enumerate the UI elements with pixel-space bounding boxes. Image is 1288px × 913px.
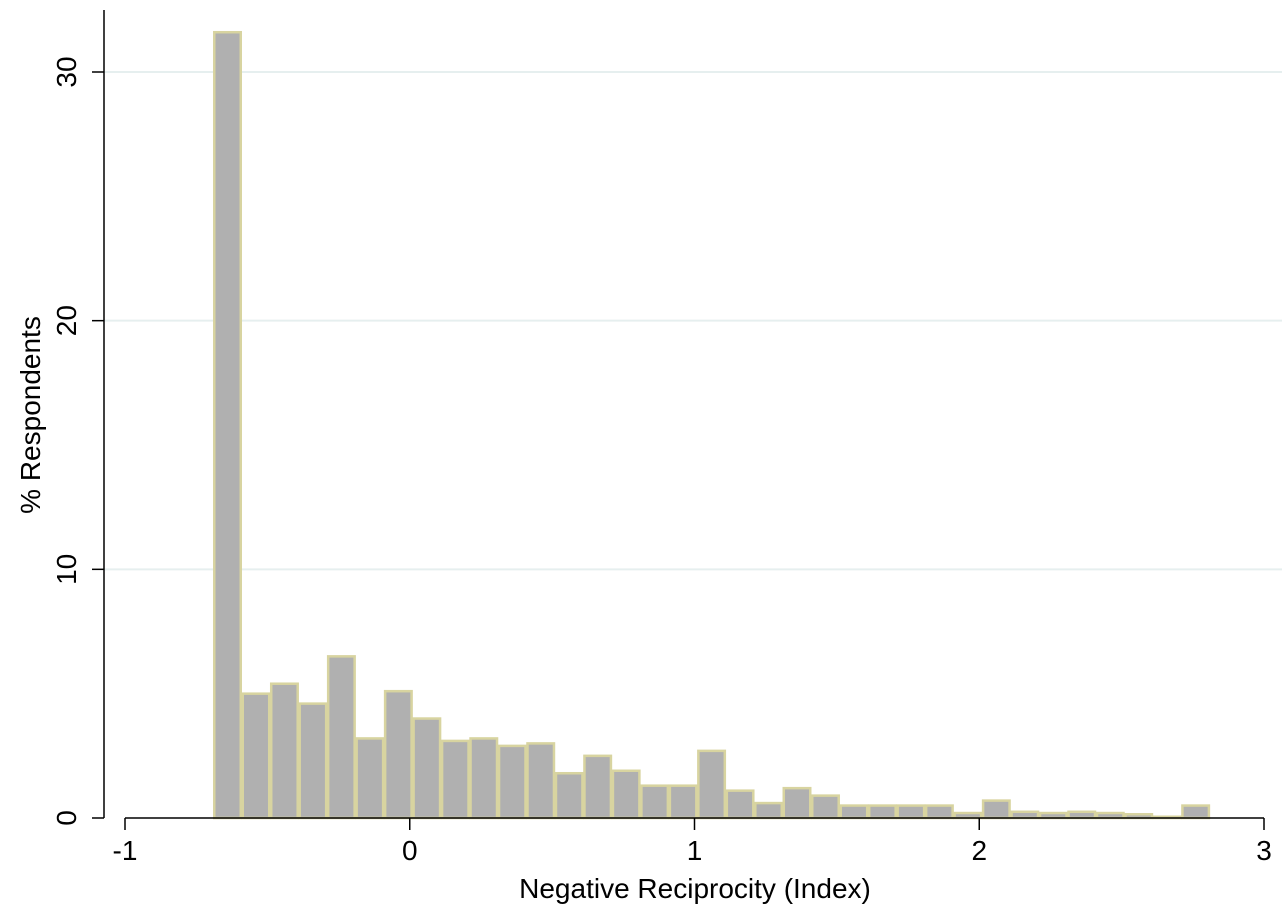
- gridlines: [104, 71, 1282, 571]
- histogram-bar: [1010, 810, 1040, 820]
- x-axis-title: Negative Reciprocity (Index): [519, 873, 871, 904]
- histogram-bar: [1067, 810, 1097, 820]
- histogram-bar: [213, 30, 242, 820]
- x-tick-label: 3: [1256, 835, 1272, 866]
- y-axis-title: % Respondents: [15, 316, 46, 514]
- histogram-bar: [383, 689, 413, 820]
- histogram-bar: [269, 682, 299, 820]
- histogram-bar: [810, 794, 840, 820]
- x-tick-label: 2: [971, 835, 987, 866]
- histogram-bar: [298, 702, 328, 820]
- histogram-bar: [725, 789, 755, 820]
- y-tick-label: 10: [51, 554, 82, 585]
- histogram-bar: [896, 804, 926, 820]
- axes: [92, 10, 1265, 830]
- histogram-bar: [697, 749, 727, 820]
- histogram-bar: [1181, 804, 1211, 820]
- x-tick-label: -1: [113, 835, 138, 866]
- histogram-bar: [440, 739, 470, 820]
- histogram-bar: [839, 804, 869, 820]
- histogram-bar: [497, 744, 527, 820]
- y-tick-label: 30: [51, 56, 82, 87]
- histogram-bar: [526, 742, 556, 820]
- histogram-bar: [412, 717, 442, 820]
- histogram-bar: [924, 804, 954, 820]
- histogram-bar: [668, 784, 698, 820]
- tick-labels: 0 10 20 30 -1 0 1 2 3: [51, 56, 1272, 866]
- histogram-bar: [754, 801, 784, 820]
- histogram-bar: [782, 786, 812, 820]
- histogram-bar: [554, 771, 584, 820]
- histogram-bar: [241, 692, 271, 820]
- x-tick-label: 0: [402, 835, 418, 866]
- x-tick-label: 1: [687, 835, 703, 866]
- histogram-bar: [981, 799, 1011, 820]
- histogram-bar: [326, 655, 356, 820]
- bars: [213, 30, 1211, 820]
- histogram-bar: [469, 737, 499, 820]
- histogram-bar: [640, 784, 670, 820]
- histogram-bar: [867, 804, 897, 820]
- histogram-bar: [583, 754, 613, 820]
- y-tick-label: 0: [51, 810, 82, 826]
- y-tick-label: 20: [51, 305, 82, 336]
- histogram-bar: [611, 769, 641, 820]
- histogram-bar: [355, 737, 385, 820]
